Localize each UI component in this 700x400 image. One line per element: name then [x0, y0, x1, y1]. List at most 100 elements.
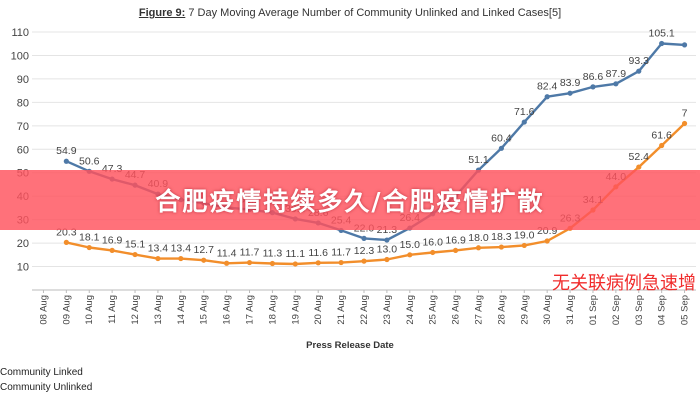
- data-label-unlinked: 12.3: [354, 245, 375, 257]
- data-point-unlinked: [659, 142, 665, 149]
- data-label-unlinked: 52.4: [629, 151, 650, 163]
- data-label-linked: 60.4: [491, 132, 512, 144]
- data-point-unlinked: [544, 238, 550, 244]
- data-point-linked: [521, 119, 527, 125]
- data-point-unlinked: [338, 259, 344, 266]
- data-label-unlinked: 11.4: [217, 247, 237, 259]
- data-label-linked: 54.9: [56, 145, 77, 157]
- data-point-unlinked: [452, 247, 459, 253]
- x-axis-label: Press Release Date: [306, 340, 394, 351]
- y-tick-label: 60: [17, 144, 29, 156]
- x-tick-label: 29 Aug: [519, 295, 530, 325]
- data-label-unlinked: 7: [682, 107, 688, 119]
- data-point-unlinked: [521, 242, 527, 249]
- y-tick-label: 100: [11, 50, 29, 62]
- x-tick-label: 26 Aug: [451, 295, 462, 325]
- x-tick-label: 19 Aug: [290, 295, 301, 325]
- data-label-unlinked: 12.7: [194, 244, 215, 256]
- data-label-unlinked: 19.0: [514, 229, 535, 241]
- data-point-unlinked: [407, 252, 413, 258]
- data-point-unlinked: [246, 259, 253, 266]
- x-tick-label: 28 Aug: [496, 295, 507, 325]
- data-label-unlinked: 18.1: [79, 232, 100, 244]
- data-label-unlinked: 13.0: [377, 244, 398, 256]
- x-tick-label: 09 Aug: [61, 295, 72, 325]
- data-point-linked: [361, 235, 367, 241]
- data-point-unlinked: [201, 257, 207, 263]
- data-label-linked: 93.3: [629, 55, 650, 67]
- chart-title: Figure 9: 7 Day Moving Average Number of…: [0, 7, 700, 19]
- data-label-unlinked: 16.0: [422, 236, 443, 248]
- data-label-linked: 86.6: [583, 71, 604, 83]
- data-point-unlinked: [224, 260, 230, 266]
- data-point-unlinked: [475, 245, 482, 251]
- data-point-unlinked: [361, 258, 367, 264]
- x-tick-label: 11 Aug: [107, 295, 118, 324]
- x-tick-label: 13 Aug: [153, 295, 164, 325]
- data-point-unlinked: [155, 255, 161, 262]
- data-point-linked: [567, 90, 573, 96]
- legend: Community Linked Community Unlinked: [0, 365, 92, 395]
- data-point-unlinked: [636, 164, 642, 170]
- data-point-unlinked: [86, 244, 92, 251]
- data-label-linked: 87.9: [606, 68, 627, 80]
- data-point-linked: [384, 237, 390, 243]
- data-label-linked: 50.6: [79, 155, 100, 167]
- data-point-linked: [636, 68, 642, 74]
- data-point-unlinked: [109, 247, 115, 253]
- x-tick-label: 21 Aug: [336, 295, 347, 325]
- data-point-unlinked: [178, 255, 184, 262]
- data-point-linked: [659, 40, 665, 47]
- y-tick-label: 70: [17, 121, 29, 133]
- data-label-unlinked: 13.4: [171, 243, 192, 255]
- x-tick-label: 16 Aug: [222, 295, 233, 325]
- data-point-unlinked: [132, 251, 138, 258]
- x-tick-label: 12 Aug: [130, 295, 141, 325]
- chart-title-text: 7 Day Moving Average Number of Community…: [188, 7, 562, 19]
- data-point-linked: [590, 84, 596, 90]
- x-tick-label: 01 Sep: [588, 295, 599, 325]
- x-tick-label: 24 Aug: [405, 295, 416, 325]
- banner-text: 合肥疫情持续多久/合肥疫情扩散: [155, 187, 545, 216]
- x-tick-label: 30 Aug: [542, 295, 553, 325]
- y-tick-label: 80: [17, 97, 29, 109]
- data-point-unlinked: [315, 260, 321, 266]
- x-tick-label: 08 Aug: [38, 295, 49, 325]
- data-label-unlinked: 61.6: [651, 130, 672, 142]
- legend-item-unlinked: Community Unlinked: [0, 382, 93, 393]
- y-tick-label: 110: [11, 27, 29, 39]
- x-tick-label: 04 Sep: [657, 295, 668, 325]
- data-label-linked: 83.9: [560, 77, 581, 89]
- y-tick-label: 20: [17, 238, 29, 250]
- x-tick-label: 15 Aug: [199, 295, 210, 325]
- x-tick-label: 02 Sep: [611, 295, 622, 325]
- legend-item-linked: Community Linked: [0, 367, 83, 378]
- data-point-unlinked: [384, 256, 390, 263]
- watermark-text: 无关联病例急速增: [552, 273, 696, 294]
- data-point-unlinked: [269, 260, 276, 267]
- data-label-unlinked: 13.4: [148, 243, 169, 255]
- data-point-linked: [498, 145, 504, 151]
- x-tick-label: 31 Aug: [565, 295, 576, 325]
- data-label-unlinked: 18.0: [468, 232, 489, 244]
- x-tick-label: 03 Sep: [634, 295, 645, 325]
- data-point-unlinked: [430, 249, 436, 256]
- data-label-unlinked: 11.7: [331, 247, 351, 259]
- data-label-unlinked: 15.1: [125, 239, 146, 251]
- x-tick-label: 27 Aug: [473, 295, 484, 325]
- x-tick-label: 18 Aug: [267, 295, 278, 325]
- data-label-unlinked: 11.6: [308, 247, 328, 259]
- data-label-linked: 71.6: [514, 106, 535, 118]
- x-tick-label: 05 Sep: [680, 295, 691, 325]
- data-point-linked: [63, 158, 69, 164]
- data-label-linked: 51.1: [468, 154, 489, 166]
- data-label-unlinked: 18.3: [491, 231, 512, 243]
- data-point-linked: [613, 81, 619, 87]
- x-tick-label: 22 Aug: [359, 295, 370, 325]
- data-label-unlinked: 11.1: [285, 248, 305, 260]
- data-label-linked: 105.1: [649, 27, 675, 39]
- data-label-unlinked: 11.7: [240, 247, 260, 259]
- data-point-linked: [544, 94, 550, 100]
- x-tick-label: 25 Aug: [428, 295, 439, 325]
